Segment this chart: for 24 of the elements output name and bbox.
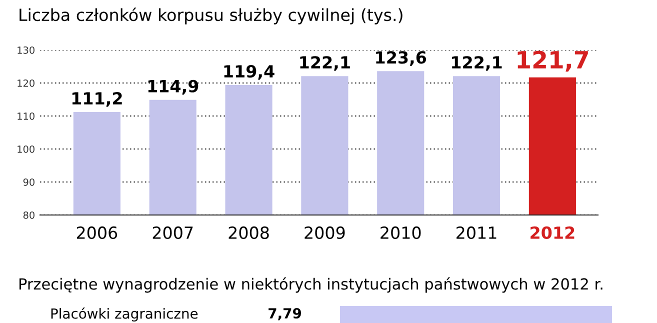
data-label: 114,9 <box>148 80 198 95</box>
chart-title: Liczba członków korpusu służby cywilnej (tys.) <box>20 8 402 24</box>
data-label: 119,4 <box>224 64 274 80</box>
y-tick-label: Placówki zagraniczne <box>51 308 198 322</box>
data-label: 121,7 <box>518 50 588 72</box>
y-tick-label: 130 <box>18 46 34 54</box>
data-label: 122,1 <box>452 56 502 71</box>
x-tick-label: 2009 <box>304 226 345 240</box>
data-label: 7,79 <box>268 308 302 320</box>
y-tick-label: 120 <box>18 79 34 87</box>
x-tick-label: 2011 <box>456 226 496 240</box>
y-tick-label: 110 <box>18 112 34 120</box>
data-label: 122,1 <box>300 56 350 71</box>
chart-title: Przeciętne wynagrodzenie w niektórych instytucjach państwowych w 2012 r. <box>20 277 602 293</box>
y-tick-label: 90 <box>23 178 34 186</box>
data-label: 111,2 <box>72 92 122 107</box>
data-label: 123,6 <box>376 51 426 66</box>
x-tick-label: 2008 <box>228 226 269 240</box>
x-tick-label: 2012 <box>530 226 574 240</box>
x-tick-label: 2006 <box>76 226 118 240</box>
y-tick-label: 100 <box>18 145 34 153</box>
y-tick-label: 80 <box>23 211 34 219</box>
x-tick-label: 2010 <box>380 226 421 240</box>
x-tick-label: 2007 <box>152 226 193 240</box>
